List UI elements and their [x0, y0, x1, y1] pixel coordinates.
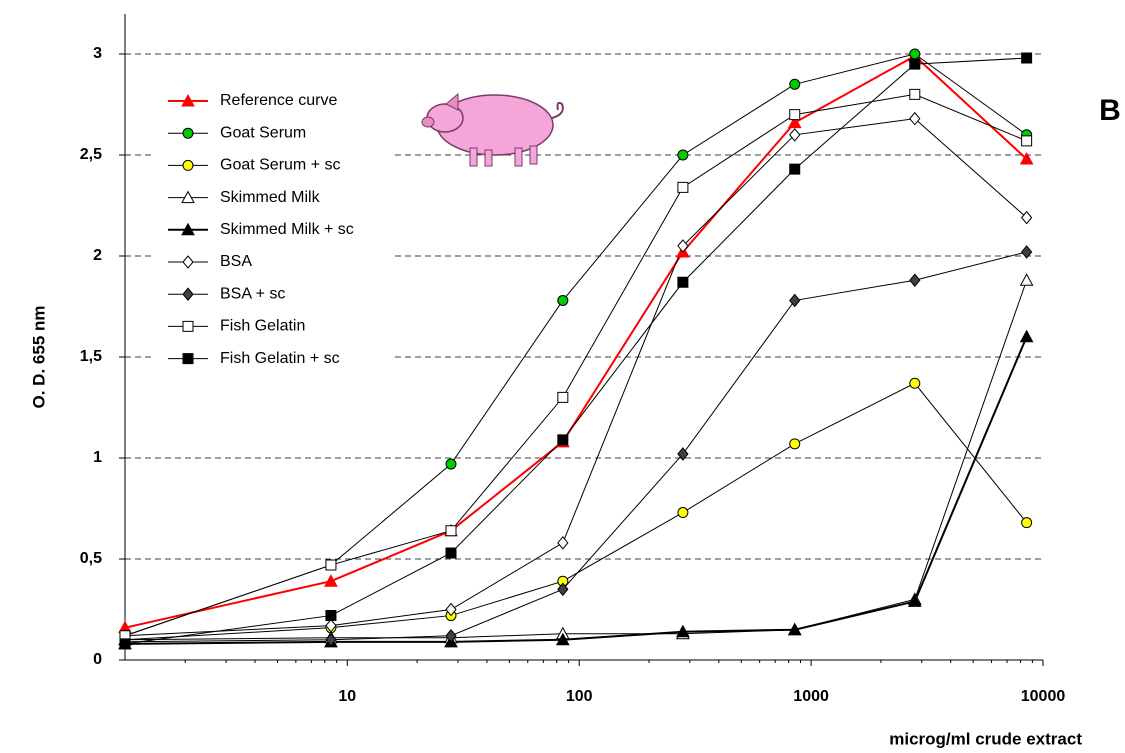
marker — [446, 526, 456, 536]
marker — [790, 439, 800, 449]
marker — [446, 459, 456, 469]
marker — [910, 89, 920, 99]
legend-label: BSA + sc — [220, 285, 285, 302]
marker — [910, 274, 920, 286]
marker — [790, 164, 800, 174]
marker — [325, 575, 337, 586]
legend-label: Skimmed Milk + sc — [220, 221, 354, 238]
marker — [326, 560, 336, 570]
legend-label: Goat Serum — [220, 124, 306, 141]
marker — [1022, 518, 1032, 528]
x-axis-title: microg/ml crude extract — [889, 729, 1082, 748]
legend-label: Skimmed Milk — [220, 189, 321, 206]
marker — [326, 611, 336, 621]
marker — [790, 110, 800, 120]
x-tick-label: 10000 — [1021, 688, 1066, 705]
marker — [790, 79, 800, 89]
marker — [558, 537, 568, 549]
marker — [1022, 53, 1032, 63]
legend-label: BSA — [220, 253, 252, 270]
y-tick-label: 2 — [93, 247, 102, 264]
legend-marker — [183, 354, 193, 364]
marker — [1021, 331, 1033, 342]
marker — [120, 639, 130, 649]
x-tick-label: 1000 — [793, 688, 829, 705]
y-tick-label: 0 — [93, 651, 102, 668]
marker — [678, 150, 688, 160]
legend-label: Goat Serum + sc — [220, 157, 341, 174]
x-tick-label: 10 — [338, 688, 356, 705]
chart: Reference curve Goat Serum Goat Serum + sc… — [0, 0, 1125, 753]
marker — [678, 240, 688, 252]
marker — [678, 277, 688, 287]
panel-label: B — [1099, 94, 1121, 127]
marker — [446, 548, 456, 558]
legend-marker — [183, 321, 193, 331]
y-tick-label: 1,5 — [80, 348, 102, 365]
legend-marker — [183, 160, 193, 170]
marker — [558, 435, 568, 445]
marker — [558, 295, 568, 305]
marker — [790, 129, 800, 141]
marker — [678, 508, 688, 518]
marker — [910, 113, 920, 125]
marker — [910, 49, 920, 59]
legend-label: Reference curve — [220, 92, 337, 109]
marker — [1022, 136, 1032, 146]
pig-icon — [422, 94, 563, 166]
marker — [1021, 274, 1033, 285]
y-axis-title: O. D. 655 nm — [29, 306, 48, 409]
legend-marker — [183, 128, 193, 138]
legend-label: Fish Gelatin — [220, 318, 305, 335]
x-tick-label: 100 — [566, 688, 593, 705]
marker — [910, 59, 920, 69]
legend-label: Fish Gelatin + sc — [220, 350, 340, 367]
y-tick-label: 2,5 — [80, 146, 102, 163]
marker — [558, 392, 568, 402]
marker — [910, 378, 920, 388]
marker — [678, 182, 688, 192]
y-tick-label: 0,5 — [80, 550, 102, 567]
marker — [1022, 212, 1032, 224]
y-tick-label: 1 — [93, 449, 102, 466]
y-tick-label: 3 — [93, 45, 102, 62]
